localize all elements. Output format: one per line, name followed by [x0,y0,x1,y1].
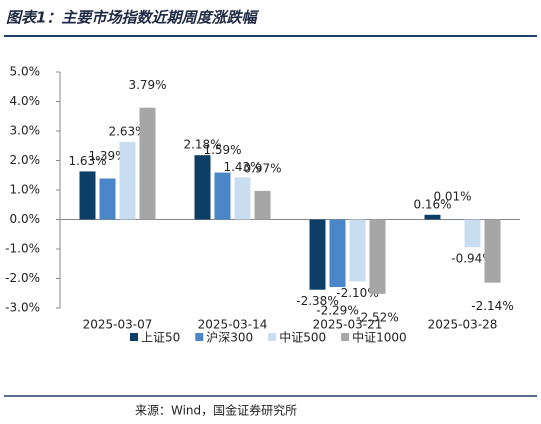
bar [424,214,441,220]
bar [139,107,156,220]
x-tick-label: 2025-03-07 [83,318,153,332]
legend-swatch [195,333,204,341]
data-label: -2.29% [316,304,358,318]
bar [99,178,116,220]
data-label: -2.52% [356,310,398,324]
bar [369,219,386,294]
x-tick-label: 2025-03-14 [198,318,268,332]
bar [309,219,326,290]
legend-swatch [341,333,350,341]
legend-swatch [268,333,277,341]
data-label: -0.94% [451,252,493,266]
bar [254,190,271,220]
bar [119,141,136,220]
data-label: -2.14% [471,299,513,313]
data-label: 0.16% [413,197,451,211]
y-tick-label: 1.0% [10,183,41,197]
data-label: 1.59% [203,143,241,157]
y-tick-label: 5.0% [10,65,41,79]
source: 来源：Wind，国金证券研究所 [135,403,297,418]
legend-label: 中证500 [279,330,326,345]
data-label: 1.63% [68,154,106,168]
legend-swatch [130,333,138,341]
legend-label: 中证1000 [352,330,407,345]
data-label: 2.18% [183,138,221,152]
bar [484,219,501,283]
legend-label: 上证50 [141,331,180,345]
bar [464,219,481,248]
chart-title: 图表1：主要市场指数近期周度涨跌幅 [6,9,259,27]
data-label: 3.79% [128,78,166,92]
x-tick-label: 2025-03-28 [428,318,498,332]
bar [329,219,346,288]
y-tick-label: 0.0% [10,212,41,226]
y-tick-label: -1.0% [5,242,40,256]
data-label: 0.01% [433,190,471,204]
bar [349,219,366,282]
y-tick-label: 2.0% [10,153,41,167]
y-tick-label: -3.0% [5,301,40,315]
data-label: 2.63% [108,124,146,138]
y-tick-label: 4.0% [10,94,41,108]
bar [214,172,231,220]
data-label: 1.39% [88,149,126,163]
legend-label: 沪深300 [206,331,253,345]
data-label: 1.43% [223,160,261,174]
data-label: 0.97% [243,161,281,175]
bar [79,171,96,220]
y-tick-label: 3.0% [10,124,41,138]
x-tick-label: 2025-03-21 [313,318,383,332]
bar [194,155,211,220]
data-label: -2.38% [296,294,338,308]
data-label: -2.10% [336,286,378,300]
y-tick-label: -2.0% [5,271,40,285]
bar [234,177,251,220]
